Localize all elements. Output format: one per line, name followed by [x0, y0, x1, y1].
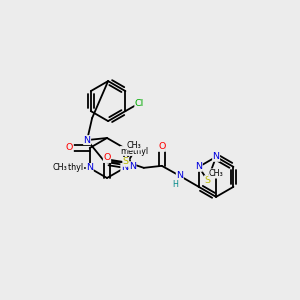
Text: N: N	[86, 164, 93, 172]
Text: O: O	[158, 142, 166, 151]
Text: O: O	[66, 143, 74, 152]
Text: H: H	[172, 180, 178, 189]
Text: CH₃: CH₃	[209, 169, 224, 178]
Text: N: N	[129, 162, 136, 171]
Text: N: N	[195, 162, 202, 171]
Text: O: O	[103, 154, 111, 163]
Text: N: N	[121, 164, 128, 172]
Text: Cl: Cl	[135, 99, 144, 108]
Text: S: S	[123, 157, 129, 166]
Text: methyl: methyl	[120, 146, 148, 155]
Text: N: N	[84, 136, 91, 145]
Text: CH₃: CH₃	[127, 141, 142, 150]
Text: S: S	[204, 176, 210, 185]
Text: N: N	[213, 152, 220, 161]
Text: CH₃: CH₃	[53, 164, 68, 172]
Text: N: N	[176, 171, 183, 180]
Text: methyl: methyl	[56, 164, 84, 172]
